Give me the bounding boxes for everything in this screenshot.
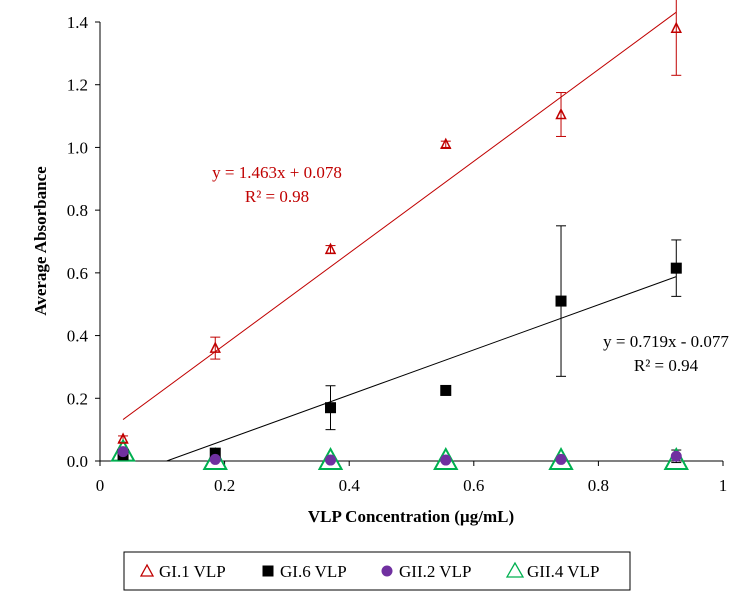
data-point-gii-2-vlp2	[325, 454, 337, 466]
legend-marker	[505, 561, 525, 578]
y-tick-label: 0.2	[67, 389, 88, 408]
data-point-gii-2-vlp1	[209, 453, 221, 465]
data-point-gi-6-vlp2	[325, 402, 337, 414]
x-axis-label: VLP Concentration (µg/mL)	[308, 507, 514, 526]
x-tick-label: 0.8	[588, 476, 609, 495]
y-tick-label: 0.0	[67, 452, 88, 471]
data-point-gi-1-vlp2	[324, 242, 337, 255]
error-bars	[118, 0, 682, 464]
y-tick-label: 1.2	[67, 76, 88, 95]
legend-marker	[381, 565, 393, 577]
data-point-gi-6-vlp5	[670, 262, 682, 274]
legend-label: GI.6 VLP	[280, 562, 347, 581]
data-point-gii-2-vlp0	[117, 446, 129, 458]
data-point-gii-2-vlp4	[555, 453, 567, 465]
trendline-1	[166, 276, 677, 462]
legend-box	[123, 551, 631, 591]
x-tick-label: 0.6	[463, 476, 484, 495]
x-tick-label: 1	[719, 476, 728, 495]
axes	[99, 22, 723, 462]
y-tick-label: 0.4	[67, 327, 89, 346]
data-point-gi-1-vlp5	[670, 21, 682, 34]
trendlines	[122, 11, 677, 462]
legend-marker	[262, 565, 274, 577]
gi1-r-squared: R² = 0.98	[245, 187, 309, 206]
data-point-gii-4-vlp5	[663, 446, 689, 471]
y-axis-label: Average Absorbance	[31, 166, 50, 316]
gi6-r-squared: R² = 0.94	[634, 356, 699, 375]
legend-label: GI.1 VLP	[159, 562, 226, 581]
gi6-equation: y = 0.719x - 0.077	[603, 332, 729, 351]
x-tick-label: 0.2	[214, 476, 235, 495]
legend: GI.1 VLP GI.6 VLP GII.2 VLP GII.4 VLP	[123, 551, 631, 591]
y-tick-label: 1.0	[67, 138, 88, 157]
trendline-0	[122, 11, 677, 420]
data-points	[110, 21, 689, 471]
y-tick-label: 0.6	[67, 264, 88, 283]
data-point-gii-4-vlp3	[433, 446, 459, 471]
data-point-gi-6-vlp4	[555, 295, 567, 307]
data-point-gi-1-vlp1	[209, 341, 221, 353]
y-tick-label: 1.4	[67, 13, 89, 32]
gi1-equation: y = 1.463x + 0.078	[212, 163, 342, 182]
data-point-gi-1-vlp4	[555, 107, 567, 120]
data-point-gii-4-vlp1	[202, 446, 228, 471]
data-point-gi-1-vlp0	[117, 432, 129, 444]
x-tick-label: 0.4	[339, 476, 361, 495]
data-point-gii-4-vlp2	[317, 446, 344, 471]
data-point-gii-4-vlp4	[548, 446, 574, 471]
data-point-gii-2-vlp3	[440, 454, 452, 466]
data-point-gi-1-vlp3	[440, 137, 452, 150]
data-point-gi-6-vlp3	[440, 384, 452, 396]
tick-labels: 0.0 0.2 0.4 0.6 0.8 1.0 1.2 1.4 0 0.2 0.4 0.6 0.8 1	[67, 13, 728, 495]
x-tick-label: 0	[96, 476, 105, 495]
data-point-gi-6-vlp1	[209, 447, 221, 459]
legend-marker	[139, 563, 155, 577]
data-point-gii-2-vlp5	[670, 450, 682, 462]
y-tick-label: 0.8	[67, 201, 88, 220]
legend-label: GII.4 VLP	[527, 562, 599, 581]
legend-label: GII.2 VLP	[399, 562, 471, 581]
